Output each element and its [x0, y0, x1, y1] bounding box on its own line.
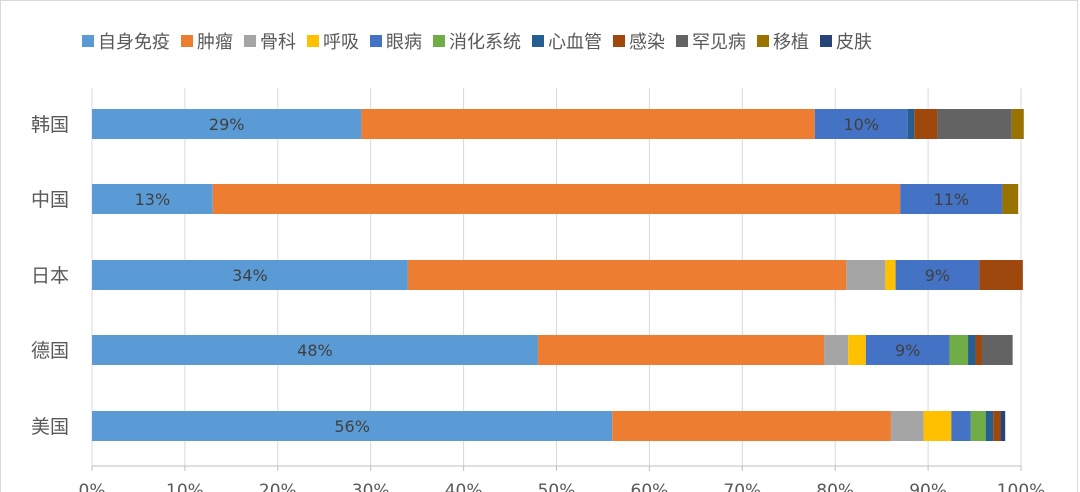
- x-tick-label: 20%: [259, 481, 297, 492]
- bar-segment: [895, 260, 980, 290]
- bar-segment: [824, 335, 849, 365]
- x-tick-label: 40%: [445, 481, 483, 492]
- data-label: 9%: [925, 266, 950, 285]
- bar-segment: [951, 411, 971, 441]
- bar-segment: [865, 335, 950, 365]
- data-label: 10%: [843, 115, 879, 134]
- bar-segment: [92, 335, 538, 365]
- legend: 自身免疫 肿瘤 骨科 呼吸 眼病 消化系统 心血管 感染 罕见病 移植 皮肤: [82, 32, 872, 53]
- legend-swatch: [244, 35, 256, 47]
- bar-segment: [1002, 184, 1019, 214]
- bar-segment: [92, 184, 213, 214]
- bar-segment: [979, 260, 1023, 290]
- legend-swatch: [757, 35, 769, 47]
- legend-swatch: [676, 35, 688, 47]
- y-tick-label: 德国: [31, 340, 69, 362]
- legend-label: 心血管: [548, 32, 602, 53]
- bar-segment: [848, 335, 866, 365]
- data-label: 34%: [232, 266, 268, 285]
- data-labels: 29% 10% 13% 11% 34% 9% 48% 9% 56%: [135, 115, 970, 436]
- legend-swatch: [181, 35, 193, 47]
- bar-segment: [968, 335, 976, 365]
- bar-segment: [361, 109, 815, 139]
- bar-segment: [981, 335, 1013, 365]
- bar-segment: [937, 109, 1012, 139]
- x-tick-label: 0%: [79, 481, 106, 492]
- legend-label: 消化系统: [449, 32, 521, 53]
- bar-segment: [212, 184, 901, 214]
- data-label: 29%: [209, 115, 245, 134]
- x-tick-label: 70%: [723, 481, 761, 492]
- bar-segment: [612, 411, 891, 441]
- bar-segment: [92, 260, 408, 290]
- y-tick-label: 日本: [31, 265, 69, 287]
- bar-segment: [1000, 411, 1006, 441]
- x-tick-label: 30%: [352, 481, 390, 492]
- legend-swatch: [307, 35, 319, 47]
- legend-swatch: [370, 35, 382, 47]
- legend-label: 移植: [773, 32, 809, 53]
- x-axis: 0% 10% 20% 30% 40% 50% 60% 70% 80% 90% 100%: [79, 465, 1046, 492]
- x-tick-label: 50%: [538, 481, 576, 492]
- bar-segment: [92, 411, 613, 441]
- bars: [92, 109, 1024, 441]
- bar-segment: [92, 109, 362, 139]
- bar-segment: [993, 411, 1001, 441]
- bar-segment: [985, 411, 994, 441]
- legend-label: 肿瘤: [197, 32, 233, 53]
- x-tick-label: 60%: [631, 481, 669, 492]
- data-label: 11%: [934, 190, 970, 209]
- bar-segment: [537, 335, 825, 365]
- y-tick-label: 中国: [31, 189, 69, 211]
- legend-label: 罕见病: [692, 32, 746, 53]
- bar-segment: [885, 260, 896, 290]
- bar-segment: [975, 335, 982, 365]
- bar-segment: [1011, 109, 1024, 139]
- bar-segment: [923, 411, 952, 441]
- bar-segment: [407, 260, 847, 290]
- bar-segment: [846, 260, 886, 290]
- y-tick-label: 美国: [31, 416, 69, 438]
- legend-label: 皮肤: [836, 32, 872, 53]
- legend-swatch: [433, 35, 445, 47]
- data-label: 13%: [135, 190, 171, 209]
- legend-label: 呼吸: [323, 32, 359, 53]
- bar-segment: [907, 109, 915, 139]
- bar-segment: [970, 411, 986, 441]
- x-tick-label: 10%: [166, 481, 204, 492]
- x-tick-label: 100%: [997, 481, 1046, 492]
- x-tick-label: 90%: [909, 481, 947, 492]
- data-label: 48%: [297, 341, 333, 360]
- legend-label: 自身免疫: [98, 32, 170, 53]
- x-tick-label: 80%: [816, 481, 854, 492]
- legend-swatch: [820, 35, 832, 47]
- bar-segment: [890, 411, 924, 441]
- bar-segment: [914, 109, 938, 139]
- bar-segment: [814, 109, 908, 139]
- data-label: 9%: [895, 341, 920, 360]
- legend-swatch: [82, 35, 94, 47]
- legend-label: 骨科: [260, 32, 296, 53]
- bar-segment: [900, 184, 1003, 214]
- bar-segment: [949, 335, 969, 365]
- legend-swatch: [613, 35, 625, 47]
- legend-label: 眼病: [386, 32, 422, 53]
- data-label: 56%: [334, 417, 370, 436]
- legend-label: 感染: [629, 32, 665, 53]
- y-tick-label: 韩国: [31, 114, 69, 136]
- legend-swatch: [532, 35, 544, 47]
